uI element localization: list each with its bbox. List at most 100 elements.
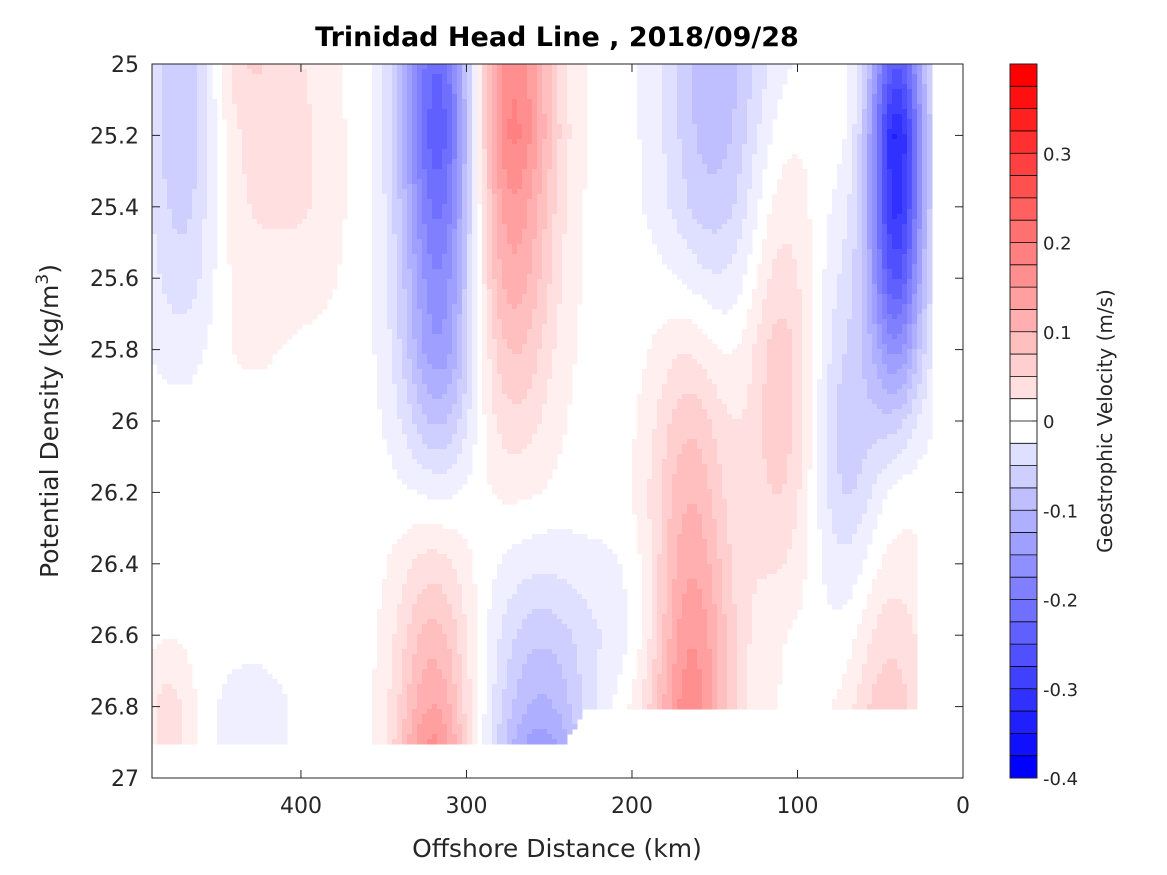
contour-cell bbox=[722, 184, 728, 190]
contour-cell bbox=[227, 214, 233, 220]
contour-cell bbox=[662, 164, 668, 170]
contour-cell bbox=[837, 169, 843, 175]
contour-cell bbox=[527, 134, 533, 140]
contour-cell bbox=[272, 104, 278, 110]
contour-cell bbox=[292, 179, 298, 185]
contour-cell bbox=[372, 129, 378, 135]
contour-cell bbox=[792, 224, 798, 230]
contour-cell bbox=[167, 249, 173, 255]
contour-cell bbox=[312, 69, 318, 75]
contour-cell bbox=[927, 134, 933, 140]
contour-cell bbox=[397, 129, 403, 135]
contour-cell bbox=[177, 224, 183, 230]
contour-cell bbox=[462, 79, 468, 85]
contour-cell bbox=[422, 154, 428, 160]
contour-cell bbox=[927, 124, 933, 130]
contour-cell bbox=[327, 134, 333, 140]
contour-cell bbox=[907, 224, 913, 230]
contour-cell bbox=[847, 134, 853, 140]
contour-cell bbox=[582, 179, 588, 185]
contour-cell bbox=[162, 144, 168, 150]
contour-cell bbox=[912, 184, 918, 190]
contour-cell bbox=[572, 199, 578, 205]
contour-cell bbox=[342, 154, 348, 160]
contour-cell bbox=[902, 144, 908, 150]
contour-cell bbox=[662, 159, 668, 165]
contour-cell bbox=[297, 139, 303, 145]
contour-cell bbox=[167, 159, 173, 165]
contour-cell bbox=[302, 69, 308, 75]
contour-cell bbox=[412, 159, 418, 165]
contour-cell bbox=[717, 154, 723, 160]
contour-cell bbox=[302, 199, 308, 205]
contour-cell bbox=[187, 239, 193, 245]
contour-cell bbox=[287, 254, 293, 260]
contour-cell bbox=[872, 64, 878, 70]
contour-cell bbox=[287, 149, 293, 155]
contour-cell bbox=[507, 244, 513, 250]
contour-cell bbox=[447, 199, 453, 205]
contour-cell bbox=[737, 94, 743, 100]
contour-cell bbox=[687, 104, 693, 110]
contour-cell bbox=[232, 79, 238, 85]
contour-cell bbox=[172, 84, 178, 90]
contour-cell bbox=[867, 99, 873, 105]
contour-cell bbox=[242, 169, 248, 175]
contour-cell bbox=[577, 139, 583, 145]
contour-cell bbox=[447, 74, 453, 80]
contour-cell bbox=[452, 244, 458, 250]
contour-cell bbox=[267, 94, 273, 100]
contour-cell bbox=[427, 199, 433, 205]
contour-cell bbox=[227, 134, 233, 140]
contour-cell bbox=[192, 159, 198, 165]
contour-cell bbox=[372, 229, 378, 235]
contour-cell bbox=[162, 124, 168, 130]
contour-cell bbox=[732, 129, 738, 135]
contour-cell bbox=[322, 174, 328, 180]
contour-cell bbox=[682, 149, 688, 155]
contour-cell bbox=[502, 74, 508, 80]
contour-cell bbox=[892, 169, 898, 175]
contour-cell bbox=[312, 204, 318, 210]
contour-cell bbox=[382, 69, 388, 75]
contour-cell bbox=[892, 119, 898, 125]
contour-cell bbox=[717, 184, 723, 190]
contour-cell bbox=[672, 144, 678, 150]
contour-cell bbox=[327, 209, 333, 215]
contour-cell bbox=[457, 164, 463, 170]
contour-cell bbox=[532, 119, 538, 125]
contour-cell bbox=[187, 244, 193, 250]
contour-cell bbox=[422, 254, 428, 260]
contour-cell bbox=[242, 199, 248, 205]
contour-cell bbox=[252, 119, 258, 125]
contour-cell bbox=[877, 114, 883, 120]
contour-cell bbox=[227, 79, 233, 85]
contour-cell bbox=[842, 169, 848, 175]
contour-cell bbox=[507, 114, 513, 120]
contour-cell bbox=[832, 234, 838, 240]
contour-cell bbox=[172, 154, 178, 160]
contour-cell bbox=[307, 254, 313, 260]
contour-cell bbox=[232, 94, 238, 100]
contour-cell bbox=[522, 154, 528, 160]
contour-cell bbox=[737, 84, 743, 90]
contour-cell bbox=[787, 199, 793, 205]
contour-cell bbox=[692, 84, 698, 90]
contour-cell bbox=[177, 189, 183, 195]
contour-cell bbox=[672, 199, 678, 205]
contour-cell bbox=[487, 164, 493, 170]
contour-cell bbox=[797, 189, 803, 195]
contour-cell bbox=[742, 184, 748, 190]
contour-cell bbox=[527, 229, 533, 235]
contour-cell bbox=[707, 204, 713, 210]
contour-cell bbox=[267, 209, 273, 215]
contour-cell bbox=[582, 154, 588, 160]
contour-cell bbox=[582, 124, 588, 130]
contour-cell bbox=[442, 169, 448, 175]
contour-cell bbox=[667, 144, 673, 150]
contour-cell bbox=[832, 229, 838, 235]
contour-cell bbox=[452, 179, 458, 185]
contour-cell bbox=[242, 134, 248, 140]
contour-cell bbox=[437, 124, 443, 130]
contour-cell bbox=[167, 234, 173, 240]
